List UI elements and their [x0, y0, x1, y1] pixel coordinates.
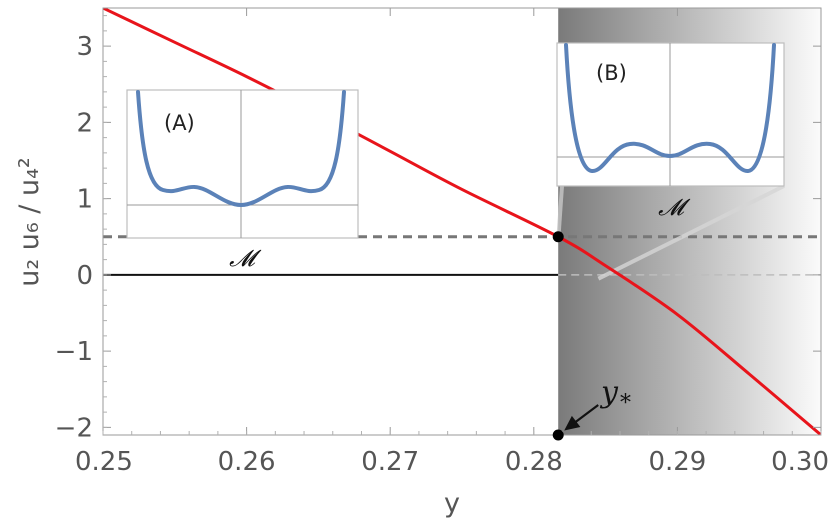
inset-b-label: (B) — [596, 61, 627, 85]
inset-b-potential-curve — [564, 43, 776, 173]
inset-a-frame — [126, 89, 359, 239]
connector-line-right — [597, 184, 785, 281]
x-ticks: 0.25 0.26 0.27 0.28 0.29 0.30 — [75, 8, 829, 477]
ystar-label-sub: * — [620, 391, 631, 416]
series-line-0 — [103, 8, 821, 435]
plot-frame — [102, 7, 822, 436]
ystar-label-main: y — [599, 375, 619, 410]
inset-a-potential-curve — [136, 90, 346, 208]
y-axis-label: u₂ u₆ / u₄² — [14, 157, 45, 286]
y-tick-label: 3 — [76, 32, 93, 62]
ystar-label: y* — [599, 375, 631, 416]
inset-a-axis-label: 𝓜 — [229, 246, 262, 272]
x-tick-label: 0.26 — [218, 447, 276, 477]
point-1 — [552, 429, 564, 441]
y-tick-label: 1 — [76, 185, 93, 215]
inset-b: (B) — [556, 42, 785, 187]
marked-points — [552, 231, 564, 441]
inset-a-label: (A) — [164, 111, 195, 135]
ystar-arrowhead — [564, 415, 581, 431]
series-group — [103, 8, 821, 435]
y-tick-label: 2 — [76, 108, 93, 138]
x-axis-label: y — [444, 488, 460, 519]
y-tick-label: −2 — [55, 413, 93, 443]
x-tick-label: 0.25 — [75, 447, 133, 477]
y-ticks: −2 −1 0 1 2 3 — [55, 15, 821, 443]
point-0 — [552, 231, 564, 243]
x-tick-label: 0.27 — [361, 447, 419, 477]
ystar-annotation: y* — [564, 375, 631, 431]
y-tick-label: −1 — [55, 337, 93, 367]
y-tick-label: 0 — [76, 261, 93, 291]
x-tick-label: 0.30 — [771, 447, 829, 477]
inset-a: (A) — [126, 89, 359, 239]
x-tick-label: 0.29 — [648, 447, 706, 477]
x-tick-label: 0.28 — [505, 447, 563, 477]
